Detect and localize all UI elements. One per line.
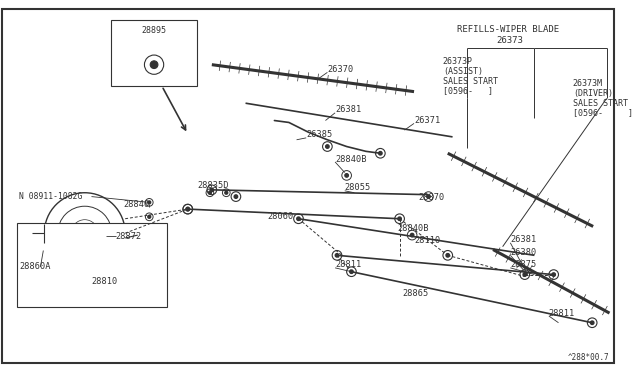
Text: REFILLS-WIPER BLADE: REFILLS-WIPER BLADE (458, 25, 559, 33)
Text: 28055: 28055 (345, 183, 371, 192)
Bar (17, 222, 166, 307)
Text: SALES START: SALES START (573, 99, 628, 108)
Text: 28060: 28060 (268, 212, 294, 221)
Text: 28870: 28870 (419, 193, 445, 202)
Text: [0596-   ]: [0596- ] (443, 86, 493, 95)
Circle shape (410, 233, 414, 237)
Circle shape (186, 207, 189, 211)
Text: 26371: 26371 (414, 116, 440, 125)
Text: 28840: 28840 (124, 200, 150, 209)
Circle shape (379, 151, 382, 155)
Text: 28110: 28110 (414, 236, 440, 246)
Text: 26370: 26370 (328, 65, 354, 74)
Circle shape (297, 217, 300, 221)
Text: 26380: 26380 (510, 248, 536, 257)
Text: 28835D: 28835D (197, 180, 229, 190)
Text: 28860A: 28860A (19, 262, 51, 272)
Circle shape (427, 195, 430, 198)
Circle shape (523, 273, 527, 276)
Text: 26373P: 26373P (443, 57, 473, 66)
Text: ^288*00.7: ^288*00.7 (568, 353, 610, 362)
Circle shape (210, 188, 214, 192)
Circle shape (148, 215, 150, 218)
Text: (ASSIST): (ASSIST) (443, 67, 483, 76)
Circle shape (234, 195, 237, 198)
Circle shape (345, 174, 348, 177)
Circle shape (225, 191, 228, 194)
Bar (111, 20, 197, 86)
Text: 26381: 26381 (510, 235, 536, 244)
Text: 28811: 28811 (549, 309, 575, 318)
Circle shape (398, 217, 401, 221)
Text: 28895: 28895 (141, 26, 166, 35)
Text: 28840B: 28840B (335, 154, 367, 164)
Text: 28840B: 28840B (397, 224, 429, 233)
Text: SALES START: SALES START (443, 77, 498, 86)
Circle shape (349, 270, 353, 273)
Circle shape (148, 201, 150, 204)
Circle shape (326, 145, 329, 148)
Text: 28875: 28875 (510, 260, 536, 269)
Text: 28865: 28865 (403, 289, 429, 298)
Circle shape (335, 254, 339, 257)
Circle shape (33, 232, 36, 235)
Text: 26373M: 26373M (573, 80, 603, 89)
Circle shape (591, 321, 594, 324)
Text: N 08911-1082G: N 08911-1082G (19, 192, 83, 201)
Text: 28810: 28810 (92, 277, 118, 286)
Circle shape (209, 191, 211, 194)
Circle shape (186, 207, 189, 211)
Text: 28872: 28872 (116, 232, 142, 241)
Circle shape (552, 273, 556, 276)
Text: (DRIVER): (DRIVER) (573, 89, 613, 98)
Text: 28811: 28811 (335, 260, 362, 269)
Circle shape (446, 254, 449, 257)
Text: [0596-     ]: [0596- ] (573, 108, 633, 117)
Text: 26381: 26381 (335, 105, 362, 115)
Circle shape (150, 61, 158, 68)
Text: 26385: 26385 (306, 131, 332, 140)
Text: 26373: 26373 (496, 36, 523, 45)
